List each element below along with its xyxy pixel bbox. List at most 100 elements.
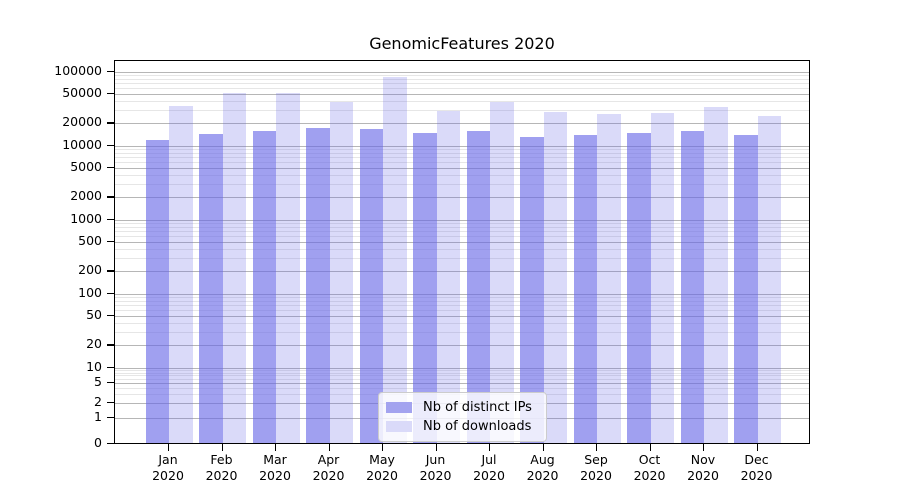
y-tick-mark	[107, 381, 114, 383]
y-gridline-minor	[115, 184, 809, 186]
y-gridline-minor	[115, 372, 809, 374]
y-gridline-minor	[115, 310, 809, 312]
bar-downloads	[276, 93, 300, 443]
y-tick-mark	[107, 416, 114, 418]
y-gridline-major	[115, 271, 809, 273]
bar-distinct-ips	[306, 128, 330, 443]
x-tick-label: Jun 2020	[419, 452, 452, 483]
y-gridline-minor	[115, 249, 809, 251]
bar-downloads	[757, 115, 781, 443]
bar-downloads	[650, 113, 674, 443]
y-tick-label: 10	[86, 358, 102, 374]
y-tick-label: 5000	[70, 159, 102, 174]
y-tick-label: 50000	[62, 85, 102, 100]
legend-label-downloads: Nb of downloads	[423, 419, 532, 434]
y-gridline-minor	[115, 387, 809, 389]
y-tick-label: 2000	[70, 188, 102, 204]
legend-swatch-distinct-ips	[386, 402, 412, 413]
y-tick-label: 20	[86, 336, 102, 352]
y-gridline-minor	[115, 297, 809, 299]
y-gridline-major	[115, 219, 809, 221]
bar-distinct-ips	[573, 134, 597, 443]
x-tick-mark	[542, 444, 544, 451]
y-gridline-major	[115, 145, 809, 147]
x-tick-mark	[649, 444, 651, 451]
y-gridline-minor	[115, 231, 809, 233]
y-tick-mark	[107, 218, 114, 220]
y-tick-label: 1	[94, 408, 102, 424]
x-tick-mark	[328, 444, 330, 451]
x-tick-label: Sep 2020	[580, 452, 612, 483]
bar-downloads	[597, 114, 621, 443]
x-tick-mark	[489, 444, 491, 451]
bar-distinct-ips	[199, 134, 223, 443]
y-gridline-major	[115, 71, 809, 73]
y-gridline-minor	[115, 375, 809, 377]
y-tick-mark	[107, 144, 114, 146]
x-tick-label: Nov 2020	[687, 452, 719, 483]
bar-downloads	[222, 92, 246, 443]
y-gridline-minor	[115, 149, 809, 151]
y-gridline-minor	[115, 157, 809, 159]
x-tick-mark	[756, 444, 758, 451]
y-tick-label: 0	[94, 435, 102, 451]
y-tick-mark	[107, 167, 114, 169]
y-tick-label: 10000	[62, 136, 102, 152]
x-tick-label: Apr 2020	[312, 452, 345, 483]
y-gridline-major	[115, 382, 809, 384]
bar-distinct-ips	[734, 135, 758, 443]
legend-item-distinct-ips: Nb of distinct IPs	[386, 398, 532, 417]
y-tick-mark	[107, 315, 114, 317]
x-tick-label: Oct 2020	[633, 452, 666, 483]
bar-downloads	[704, 106, 728, 443]
bar-distinct-ips	[413, 132, 437, 443]
bar-downloads	[169, 105, 193, 443]
y-tick-mark	[107, 122, 114, 124]
bar-downloads	[383, 76, 407, 443]
x-tick-label: Feb 2020	[205, 452, 238, 483]
bar-distinct-ips	[359, 129, 383, 443]
y-tick-mark	[107, 241, 114, 243]
y-gridline-minor	[115, 258, 809, 260]
legend-swatch-downloads	[386, 421, 412, 432]
y-tick-label: 20000	[62, 114, 102, 130]
y-gridline-major	[115, 168, 809, 169]
y-tick-mark	[107, 366, 114, 368]
bar-distinct-ips	[520, 137, 544, 443]
y-tick-label: 2	[94, 393, 102, 409]
chart-title: GenomicFeatures 2020	[369, 34, 555, 53]
y-gridline-minor	[115, 110, 809, 112]
y-tick-mark	[107, 70, 114, 72]
legend-label-distinct-ips: Nb of distinct IPs	[423, 400, 532, 415]
y-gridline-minor	[115, 226, 809, 228]
y-gridline-minor	[115, 305, 809, 307]
bar-downloads	[543, 112, 567, 443]
y-gridline-major	[115, 367, 809, 369]
y-tick-label: 50	[86, 307, 102, 322]
x-tick-mark	[435, 444, 437, 451]
y-gridline-minor	[115, 175, 809, 177]
y-gridline-major	[115, 293, 809, 295]
legend-item-downloads: Nb of downloads	[386, 417, 532, 436]
x-tick-mark	[221, 444, 223, 451]
y-gridline-minor	[115, 370, 809, 371]
y-gridline-minor	[115, 223, 809, 225]
y-gridline-minor	[115, 101, 809, 103]
x-tick-mark	[382, 444, 384, 451]
bar-downloads	[436, 110, 460, 443]
x-tick-label: Dec 2020	[740, 452, 773, 483]
x-tick-label: Aug 2020	[526, 452, 559, 483]
x-tick-mark	[275, 444, 277, 451]
y-tick-label: 500	[78, 233, 102, 248]
x-tick-label: May 2020	[366, 452, 398, 483]
y-gridline-minor	[115, 332, 809, 334]
x-tick-mark	[168, 444, 170, 451]
y-gridline-minor	[115, 323, 809, 325]
y-gridline-major	[115, 197, 809, 199]
x-tick-label: Jan 2020	[152, 452, 184, 483]
bar-downloads	[490, 101, 514, 443]
bar-distinct-ips	[145, 140, 169, 443]
y-gridline-minor	[115, 236, 809, 238]
y-gridline-minor	[115, 75, 809, 77]
